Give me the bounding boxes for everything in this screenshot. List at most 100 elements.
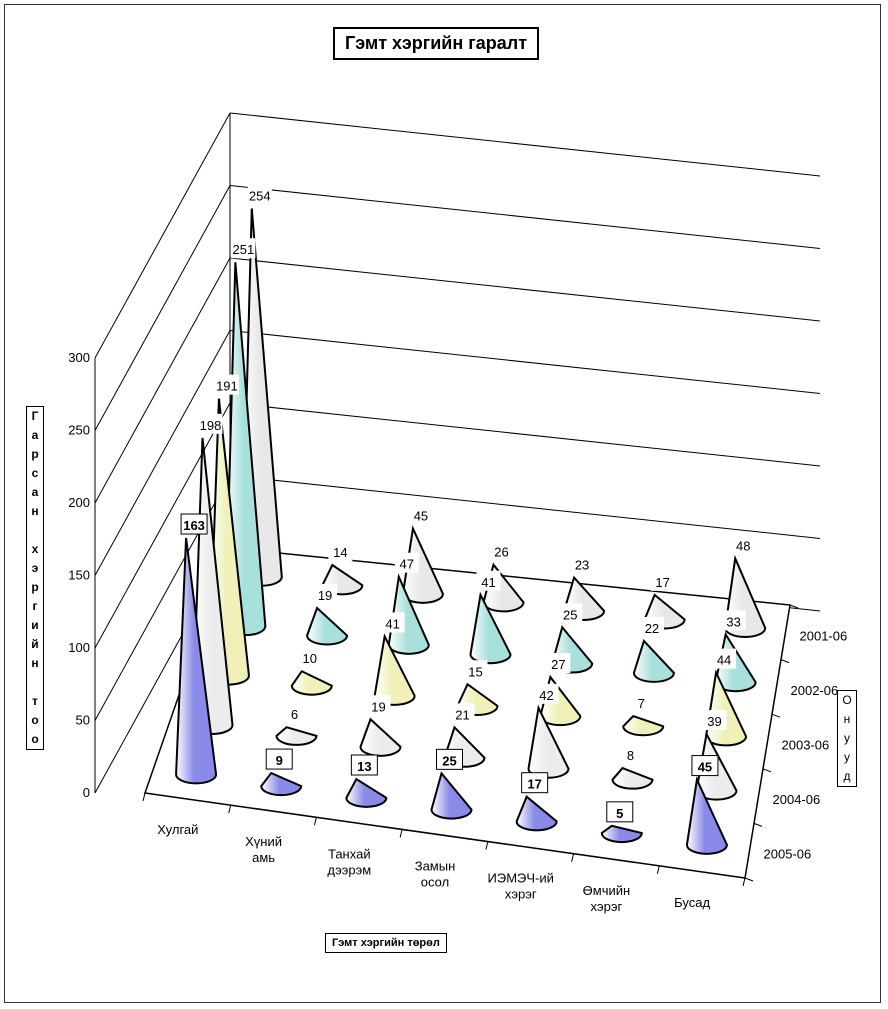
- data-label: 45: [414, 509, 428, 524]
- cone-bar: [306, 606, 349, 646]
- x-axis-title: Гэмт хэргийн төрөл: [325, 933, 447, 953]
- data-label: 254: [249, 188, 271, 203]
- data-label-box: [702, 710, 727, 731]
- x-tick-label-line: Өмчийн: [583, 883, 631, 898]
- cone-bar: [260, 771, 303, 797]
- cone-bar: [600, 824, 643, 844]
- back-wall-gridline: [229, 185, 821, 249]
- z-axis-tick: [753, 822, 763, 827]
- series-depth-label: 2004-06: [773, 792, 821, 807]
- chart-title: Гэмт хэргийн гаралт: [333, 27, 540, 60]
- data-label: 44: [717, 653, 731, 668]
- cone-bar: [359, 717, 402, 757]
- y-tick-label: 250: [68, 423, 90, 438]
- data-label-box: [476, 570, 501, 591]
- data-label: 42: [539, 688, 553, 703]
- x-axis-tick: [142, 792, 146, 802]
- data-label-box: [534, 683, 559, 704]
- back-wall-gridline: [229, 330, 821, 394]
- side-wall-gridline: [94, 185, 231, 431]
- x-tick-label: Хүний амь: [245, 834, 282, 865]
- data-label: 198: [200, 418, 222, 433]
- cone-bar: [175, 537, 218, 785]
- data-label: 13: [357, 759, 371, 774]
- data-label: 23: [575, 558, 589, 573]
- data-label: 17: [655, 575, 669, 590]
- data-label-box: [521, 772, 549, 794]
- x-tick-label: Бусад: [674, 895, 710, 910]
- back-wall-gridline: [229, 402, 821, 467]
- x-tick-label: Өмчийн хэрэг: [583, 883, 631, 914]
- data-label: 22: [645, 621, 659, 636]
- back-wall-gridline: [229, 475, 821, 539]
- data-label: 21: [455, 707, 469, 722]
- x-tick-label: Замын осол: [415, 859, 456, 890]
- cone-bar: [290, 669, 333, 696]
- data-label: 45: [698, 760, 712, 775]
- x-tick-label-line: Хүний: [245, 834, 282, 849]
- data-label: 163: [183, 518, 205, 533]
- side-wall-gridline: [94, 112, 231, 359]
- data-label: 191: [216, 379, 238, 394]
- data-label: 41: [481, 575, 495, 590]
- data-label-box: [350, 754, 378, 776]
- series-depth-label: 2002-06: [791, 683, 839, 698]
- data-label-box: [408, 504, 433, 525]
- data-label-box: [731, 534, 756, 555]
- data-label: 47: [400, 557, 414, 572]
- data-label: 19: [318, 588, 332, 603]
- cone-bar: [515, 795, 558, 832]
- side-wall-gridline: [94, 402, 231, 649]
- data-label: 25: [563, 607, 577, 622]
- x-axis-tick: [656, 865, 660, 874]
- data-label-box: [691, 755, 719, 777]
- data-label-box: [606, 801, 634, 823]
- x-tick-label-line: Бусад: [674, 895, 710, 910]
- x-tick-label-line: осол: [421, 875, 449, 890]
- x-tick-label-line: хэрэг: [505, 887, 537, 902]
- data-label: 39: [707, 714, 721, 729]
- data-label-box: [450, 703, 475, 724]
- cone-bar: [430, 771, 473, 820]
- series-depth-label: 2001-06: [800, 628, 848, 643]
- data-label: 251: [233, 242, 255, 257]
- data-label: 14: [333, 545, 347, 560]
- data-label-box: [629, 692, 654, 713]
- data-label: 6: [291, 707, 298, 722]
- z-axis-tick: [762, 768, 772, 773]
- data-label: 7: [638, 696, 645, 711]
- data-label-box: [712, 648, 737, 669]
- data-label-box: [231, 238, 256, 259]
- cone-bar: [275, 726, 318, 746]
- x-axis-tick: [399, 829, 403, 838]
- z-axis-tick: [789, 604, 799, 609]
- data-label: 17: [527, 777, 541, 792]
- data-label-box: [247, 184, 272, 205]
- data-label-box: [214, 374, 239, 395]
- cone-bar: [469, 591, 512, 665]
- back-wall-gridline: [229, 112, 821, 177]
- y-tick-label: 300: [68, 350, 90, 365]
- x-tick-label: Хулгай: [157, 822, 198, 837]
- data-label: 15: [468, 664, 482, 679]
- y-tick-label: 200: [68, 495, 90, 510]
- data-label: 9: [276, 753, 283, 768]
- x-tick-label-line: Танхай: [328, 846, 371, 861]
- data-label: 25: [442, 753, 456, 768]
- data-label: 19: [371, 699, 385, 714]
- x-tick-label-line: Замын: [415, 859, 456, 874]
- series-depth-label: 2005-06: [764, 847, 812, 862]
- z-axis-tick: [744, 877, 754, 882]
- chart-frame: [4, 4, 881, 1003]
- data-label: 41: [385, 616, 399, 631]
- data-label-box: [489, 540, 514, 561]
- data-label-box: [394, 552, 419, 573]
- data-label: 5: [616, 806, 623, 821]
- data-label-box: [721, 610, 746, 631]
- data-label-box: [328, 541, 353, 562]
- data-label-box: [313, 583, 338, 604]
- cone-bar: [611, 766, 654, 790]
